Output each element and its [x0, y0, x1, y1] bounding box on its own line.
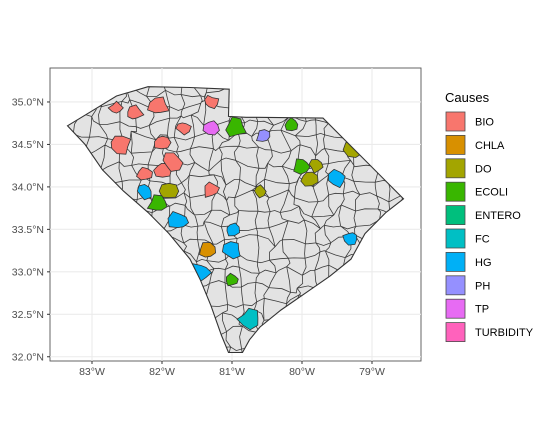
y-tick-label: 34.5°N	[12, 139, 44, 151]
state-border	[66, 86, 405, 354]
watershed-do	[158, 182, 180, 199]
watershed-hg	[167, 211, 190, 229]
legend-swatch-hg	[445, 251, 466, 272]
watershed-bio	[135, 166, 153, 181]
watershed-do	[300, 171, 319, 187]
watershed-ecoli	[284, 117, 299, 132]
legend-label-entero: ENTERO	[475, 210, 521, 222]
legend-label-ecoli: ECOLI	[475, 187, 508, 199]
watershed-bio	[162, 152, 184, 172]
x-tick-label: 80°W	[289, 366, 315, 378]
watershed-hg	[136, 183, 152, 201]
legend-swatch-ecoli	[445, 181, 466, 202]
watershed-hg	[221, 241, 241, 260]
legend-label-tp: TP	[475, 304, 489, 316]
axis-labels: 83°W 82°W 81°W 80°W 79°W 32.0°N 32.5°N 33.0°N 33…	[12, 96, 385, 378]
x-tick-label: 82°W	[149, 366, 175, 378]
watershed-ecoli	[146, 194, 168, 211]
legend-label-hg: HG	[475, 257, 492, 269]
legend-label-chla: CHLA	[475, 140, 505, 152]
legend-label-do: DO	[475, 163, 492, 175]
watershed-bio	[204, 181, 221, 198]
watershed-bio	[204, 94, 220, 110]
y-tick-label: 33.0°N	[12, 266, 44, 278]
x-tick-label: 79°W	[359, 366, 385, 378]
y-tick-label: 32.0°N	[12, 351, 44, 363]
watershed-ecoli	[226, 272, 239, 287]
legend-swatch-entero	[445, 205, 466, 226]
watershed-bio	[154, 135, 172, 150]
legend-swatch-do	[445, 158, 466, 179]
y-tick-label: 34.0°N	[12, 181, 44, 193]
legend-label-turbidity: TURBIDITY	[475, 327, 534, 339]
legend-label-fc: FC	[475, 234, 490, 246]
watershed-hg	[342, 232, 358, 246]
legend-title: Causes	[445, 90, 490, 105]
y-tick-label: 35.0°N	[12, 96, 44, 108]
watershed-do	[253, 184, 267, 199]
watershed-tp	[202, 120, 220, 136]
watershed-bio	[175, 122, 192, 136]
legend-label-ph: PH	[475, 280, 490, 292]
legend-swatch-ph	[445, 275, 466, 296]
watershed-bio	[110, 135, 132, 155]
legend-swatch-chla	[445, 134, 466, 155]
y-tick-label: 32.5°N	[12, 309, 44, 321]
legend-swatch-bio	[445, 111, 466, 132]
legend-swatch-turbidity	[445, 322, 466, 343]
watershed-do	[308, 159, 324, 174]
watershed-chla	[199, 242, 217, 258]
x-tick-label: 83°W	[79, 366, 105, 378]
legend: Causes BIO CHLA DO ECOLI ENTERO FC HG PH TP TURBID…	[445, 90, 534, 343]
watershed-hg	[226, 222, 241, 237]
legend-label-bio: BIO	[475, 117, 494, 129]
watershed-fc	[236, 307, 259, 331]
watershed-bio	[107, 100, 124, 114]
x-tick-label: 81°W	[219, 366, 245, 378]
legend-swatch-fc	[445, 228, 466, 249]
watershed-ph	[255, 129, 271, 142]
legend-swatch-tp	[445, 298, 466, 319]
watershed-hg	[327, 168, 346, 189]
watershed-bio	[147, 96, 170, 114]
watershed-ecoli	[293, 158, 311, 175]
y-tick-label: 33.5°N	[12, 224, 44, 236]
watershed-ecoli	[225, 116, 247, 138]
watershed-bio	[127, 104, 145, 120]
